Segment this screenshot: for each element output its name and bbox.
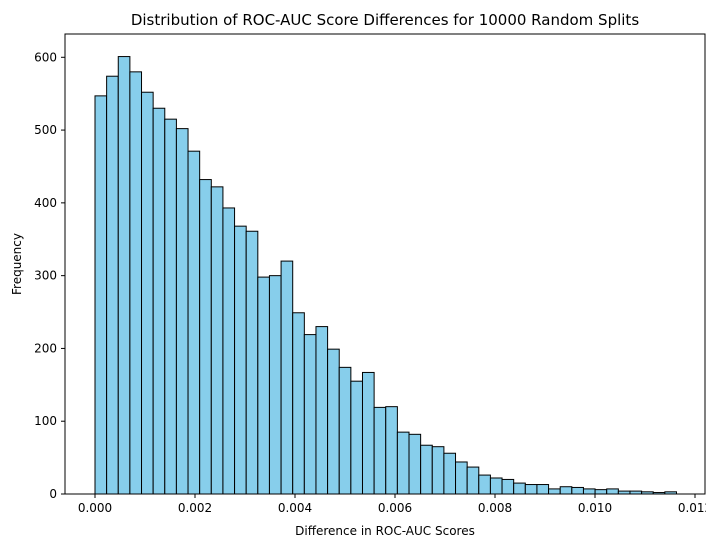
- histogram-bar: [152, 107, 166, 495]
- histogram-bar: [315, 326, 329, 495]
- histogram-bar: [175, 128, 189, 495]
- histogram-bar: [117, 56, 131, 495]
- y-tick-label: 500: [34, 123, 57, 137]
- x-tick-label: 0.012: [678, 501, 706, 515]
- histogram-bar: [501, 478, 515, 495]
- x-tick-label: 0.002: [178, 501, 212, 515]
- x-tick-label: 0.006: [378, 501, 412, 515]
- histogram-bar: [431, 446, 445, 495]
- histogram-bar: [222, 207, 236, 495]
- histogram-bar: [129, 71, 143, 495]
- histogram-bar: [606, 488, 619, 495]
- histogram-bar: [478, 474, 491, 495]
- y-axis: 0 100 200 300 400 500 600: [34, 50, 65, 501]
- y-tick-label: 100: [34, 414, 57, 428]
- histogram-bar: [548, 488, 561, 495]
- y-tick-label: 200: [34, 341, 57, 355]
- chart-title: Distribution of ROC-AUC Score Difference…: [131, 11, 639, 29]
- y-tick-label: 600: [34, 50, 57, 64]
- histogram-bar: [594, 489, 608, 495]
- histogram-bar: [361, 371, 375, 495]
- histogram-bar: [536, 484, 550, 495]
- histogram-bar: [245, 230, 259, 495]
- x-tick-label: 0.008: [478, 501, 512, 515]
- histogram-bar: [524, 484, 538, 495]
- histogram-bar: [257, 276, 270, 495]
- histogram-bar: [338, 366, 352, 495]
- histogram-bar: [141, 91, 154, 495]
- histogram-bar: [210, 186, 224, 495]
- histogram-bar: [559, 486, 573, 495]
- histogram-bar: [327, 348, 340, 495]
- plot-frame: [64, 33, 706, 495]
- histogram-bar: [164, 118, 177, 495]
- histogram-bar: [292, 312, 305, 495]
- histogram-bar: [94, 95, 108, 495]
- histogram-bar: [280, 260, 294, 495]
- histogram-bar: [268, 275, 282, 495]
- histogram-bar: [571, 486, 584, 495]
- histogram-bar: [199, 179, 212, 495]
- x-axis: 0.000 0.002 0.004 0.006 0.008 0.010 0.012: [78, 494, 706, 515]
- histogram-bar: [350, 380, 363, 495]
- histogram-bar: [396, 431, 410, 495]
- x-tick-label: 0.000: [78, 501, 112, 515]
- histogram-bar: [466, 466, 480, 495]
- x-tick-label: 0.004: [278, 501, 312, 515]
- histogram-bar: [385, 406, 398, 495]
- histogram-bar: [489, 477, 503, 495]
- histogram-bar: [513, 482, 526, 495]
- histogram-bar: [455, 461, 468, 495]
- histogram-bar: [408, 433, 422, 495]
- histogram-bar: [443, 452, 457, 495]
- histogram-bar: [234, 225, 247, 495]
- histogram-bar: [582, 488, 596, 495]
- y-axis-label: Frequency: [10, 233, 24, 295]
- y-tick-label: 400: [34, 196, 57, 210]
- x-tick-label: 0.010: [578, 501, 612, 515]
- y-tick-label: 300: [34, 269, 57, 283]
- histogram-bar: [373, 406, 387, 495]
- y-tick-label: 0: [49, 487, 57, 501]
- bars-group: [94, 56, 677, 495]
- x-axis-label: Difference in ROC-AUC Scores: [295, 524, 475, 538]
- histogram-bar: [187, 150, 201, 495]
- histogram-bar: [303, 334, 317, 495]
- histogram-bar: [106, 75, 119, 495]
- histogram-bar: [420, 444, 433, 495]
